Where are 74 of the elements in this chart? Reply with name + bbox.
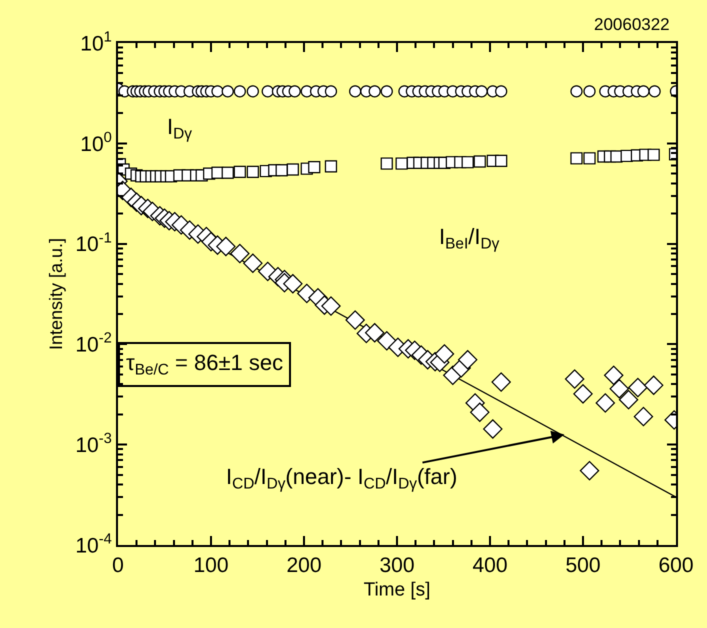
point bbox=[573, 384, 593, 404]
point bbox=[364, 323, 384, 342]
point bbox=[246, 166, 259, 178]
point bbox=[234, 166, 246, 178]
series-label: I$_{Dγ}$ bbox=[167, 114, 192, 143]
point bbox=[324, 85, 338, 98]
y-tick-label: 10$^{1}$ bbox=[80, 30, 112, 56]
point bbox=[648, 148, 660, 161]
point bbox=[583, 85, 596, 98]
y-tick-label: 10$^{-1}$ bbox=[75, 230, 112, 256]
x-tick-label: 100 bbox=[193, 554, 229, 578]
text: 20060322 bbox=[594, 15, 670, 34]
point bbox=[380, 157, 393, 170]
point bbox=[564, 369, 584, 389]
x-tick-label: 400 bbox=[472, 554, 508, 578]
point bbox=[262, 85, 274, 98]
point bbox=[349, 85, 362, 98]
point bbox=[583, 152, 596, 164]
point bbox=[491, 372, 511, 392]
x-tick-label: 500 bbox=[565, 554, 601, 578]
text: I$_{BeI}$/I$_{Dγ}$ bbox=[439, 224, 500, 253]
point bbox=[222, 85, 234, 98]
annotation: τ$_{Be/C}$ = 86±1 sec bbox=[126, 350, 284, 379]
point bbox=[286, 163, 299, 176]
point bbox=[308, 161, 320, 174]
point bbox=[324, 160, 338, 173]
point bbox=[580, 460, 600, 480]
point bbox=[570, 85, 583, 98]
point bbox=[234, 85, 246, 98]
point bbox=[368, 85, 381, 98]
point bbox=[596, 393, 616, 413]
point bbox=[610, 379, 629, 398]
point bbox=[483, 419, 502, 439]
x-tick-label: 300 bbox=[379, 554, 415, 578]
y-tick-label: 10$^{0}$ bbox=[80, 130, 112, 156]
point bbox=[637, 85, 650, 98]
y-tick-label: 10$^{-4}$ bbox=[75, 532, 112, 558]
text: I$_{CD}$/I$_{Dγ}$(near)- I$_{CD}$/I$_{Dγ}$(far) bbox=[226, 464, 458, 493]
point bbox=[216, 236, 236, 256]
point bbox=[230, 244, 250, 264]
y-axis-title: Intensity [a.u.] bbox=[46, 238, 66, 350]
point bbox=[628, 378, 648, 398]
x-tick-label: 200 bbox=[286, 554, 322, 578]
point bbox=[396, 157, 408, 170]
point bbox=[604, 366, 624, 385]
point bbox=[377, 331, 396, 351]
point bbox=[380, 85, 393, 98]
point bbox=[434, 344, 454, 364]
point bbox=[246, 85, 259, 98]
point bbox=[283, 274, 303, 294]
point bbox=[211, 85, 224, 98]
point bbox=[345, 310, 365, 330]
point bbox=[474, 155, 486, 168]
x-axis-title: Time [s] bbox=[364, 580, 430, 600]
point bbox=[644, 376, 664, 395]
point bbox=[462, 156, 474, 168]
point bbox=[470, 402, 490, 422]
y-tick-label: 10$^{-3}$ bbox=[75, 431, 112, 457]
point bbox=[476, 85, 488, 98]
point bbox=[634, 406, 654, 426]
y-tick-label: 10$^{-2}$ bbox=[75, 330, 112, 357]
point bbox=[222, 166, 234, 179]
x-tick-label: 600 bbox=[658, 554, 694, 578]
x-tick-label: 0 bbox=[112, 554, 124, 578]
point bbox=[276, 164, 288, 176]
point bbox=[243, 254, 263, 273]
point bbox=[495, 85, 508, 98]
point bbox=[288, 85, 301, 98]
point bbox=[618, 390, 638, 410]
point bbox=[458, 350, 478, 370]
point bbox=[321, 296, 341, 316]
point bbox=[570, 152, 583, 164]
point bbox=[495, 154, 508, 167]
point bbox=[648, 85, 661, 98]
